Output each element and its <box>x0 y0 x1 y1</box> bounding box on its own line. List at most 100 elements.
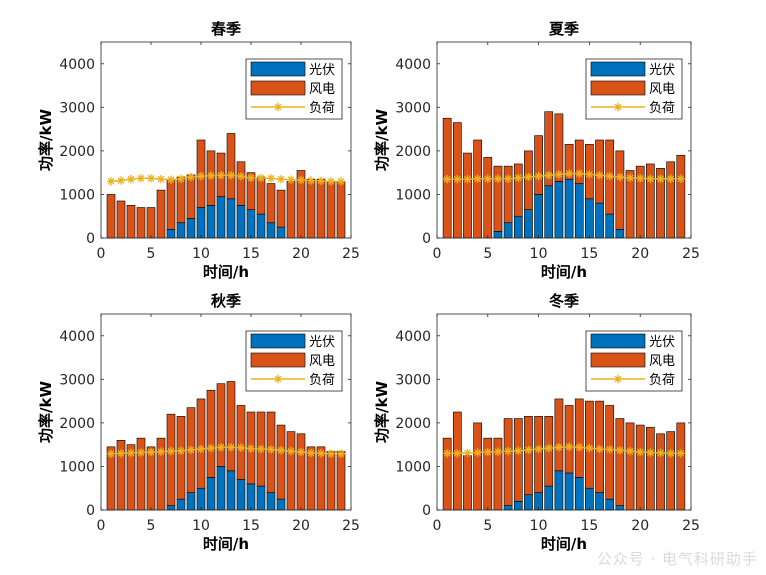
bar <box>645 426 655 511</box>
bar <box>564 472 574 511</box>
load-point <box>256 444 266 454</box>
bar <box>276 226 286 239</box>
legend-label: 光伏 <box>649 335 675 350</box>
legend-swatch <box>590 333 646 349</box>
bar <box>493 231 503 239</box>
bar <box>656 433 665 511</box>
bar <box>166 228 176 239</box>
bar <box>564 144 574 180</box>
bar <box>216 383 226 467</box>
legend-label: 负荷 <box>309 373 335 388</box>
bar <box>246 209 256 239</box>
axes-box <box>436 313 692 511</box>
bar <box>226 470 236 511</box>
series-load <box>442 442 686 458</box>
x-tick-label: 0 <box>97 518 106 534</box>
bar <box>574 139 584 184</box>
load-point <box>316 449 326 458</box>
bar <box>306 178 316 239</box>
bar <box>236 161 246 206</box>
y-tick-label: 3000 <box>59 372 95 388</box>
y-axis-label: 功率/kW <box>37 381 55 443</box>
legend-label: 光伏 <box>309 335 335 350</box>
y-tick-label: 4000 <box>59 57 95 73</box>
bar <box>513 500 523 511</box>
bar <box>574 398 584 478</box>
load-point <box>493 447 503 456</box>
bar <box>286 431 296 511</box>
bar <box>236 405 246 480</box>
legend-swatch <box>590 61 646 77</box>
load-point <box>666 449 675 458</box>
load-point <box>326 177 336 186</box>
bar <box>615 418 625 506</box>
bar <box>524 494 533 511</box>
load-point <box>595 171 604 180</box>
bar <box>176 222 186 239</box>
bar <box>276 498 286 511</box>
x-tick-label: 10 <box>530 246 548 262</box>
legend-label: 风电 <box>649 354 675 369</box>
bar <box>483 157 493 239</box>
y-tick-label: 2000 <box>59 144 95 160</box>
bar <box>336 181 346 239</box>
load-point <box>206 171 216 180</box>
load-point <box>186 172 196 182</box>
load-point <box>236 171 246 181</box>
bar <box>206 389 216 478</box>
bar <box>544 111 554 187</box>
bar <box>256 176 266 215</box>
bar <box>503 165 513 224</box>
bar <box>326 450 336 511</box>
load-point <box>453 449 462 458</box>
load-point <box>524 172 533 182</box>
load-point <box>676 174 686 183</box>
bar <box>216 196 226 239</box>
legend-marker <box>273 374 283 384</box>
load-point <box>676 449 686 458</box>
x-tick-label: 10 <box>530 518 548 534</box>
load-point <box>646 174 655 183</box>
load-point <box>636 174 645 183</box>
legend-label: 风电 <box>649 82 675 97</box>
y-tick-label: 4000 <box>59 329 95 345</box>
load-point <box>564 442 574 452</box>
load-point <box>483 447 492 457</box>
load-point <box>524 445 533 455</box>
series-wind <box>442 398 686 511</box>
load-point <box>336 177 346 186</box>
load-point <box>226 443 236 452</box>
bar <box>196 487 206 511</box>
y-tick-label: 4000 <box>395 329 431 345</box>
legend-marker <box>613 102 623 112</box>
load-point <box>296 447 306 457</box>
bar <box>666 161 676 239</box>
y-tick-label: 3000 <box>59 100 95 116</box>
x-tick-label: 20 <box>631 246 649 262</box>
series-load <box>442 169 686 184</box>
load-point <box>554 170 564 179</box>
bar <box>156 189 166 239</box>
load-point <box>156 175 166 184</box>
load-point <box>116 176 126 185</box>
load-point <box>595 444 604 454</box>
load-point <box>625 173 635 183</box>
legend-marker <box>613 374 623 384</box>
x-tick-label: 15 <box>242 246 260 262</box>
bar <box>166 413 176 506</box>
load-point <box>106 449 116 459</box>
bar <box>166 178 176 230</box>
bar <box>336 450 346 511</box>
bar <box>256 213 266 239</box>
x-tick-label: 25 <box>682 518 700 534</box>
bar <box>266 222 276 239</box>
load-point <box>605 171 614 181</box>
load-point <box>544 171 553 180</box>
load-point <box>306 448 316 458</box>
bar <box>196 207 206 239</box>
bar <box>574 477 584 511</box>
bar <box>196 398 206 489</box>
load-point <box>666 174 675 183</box>
